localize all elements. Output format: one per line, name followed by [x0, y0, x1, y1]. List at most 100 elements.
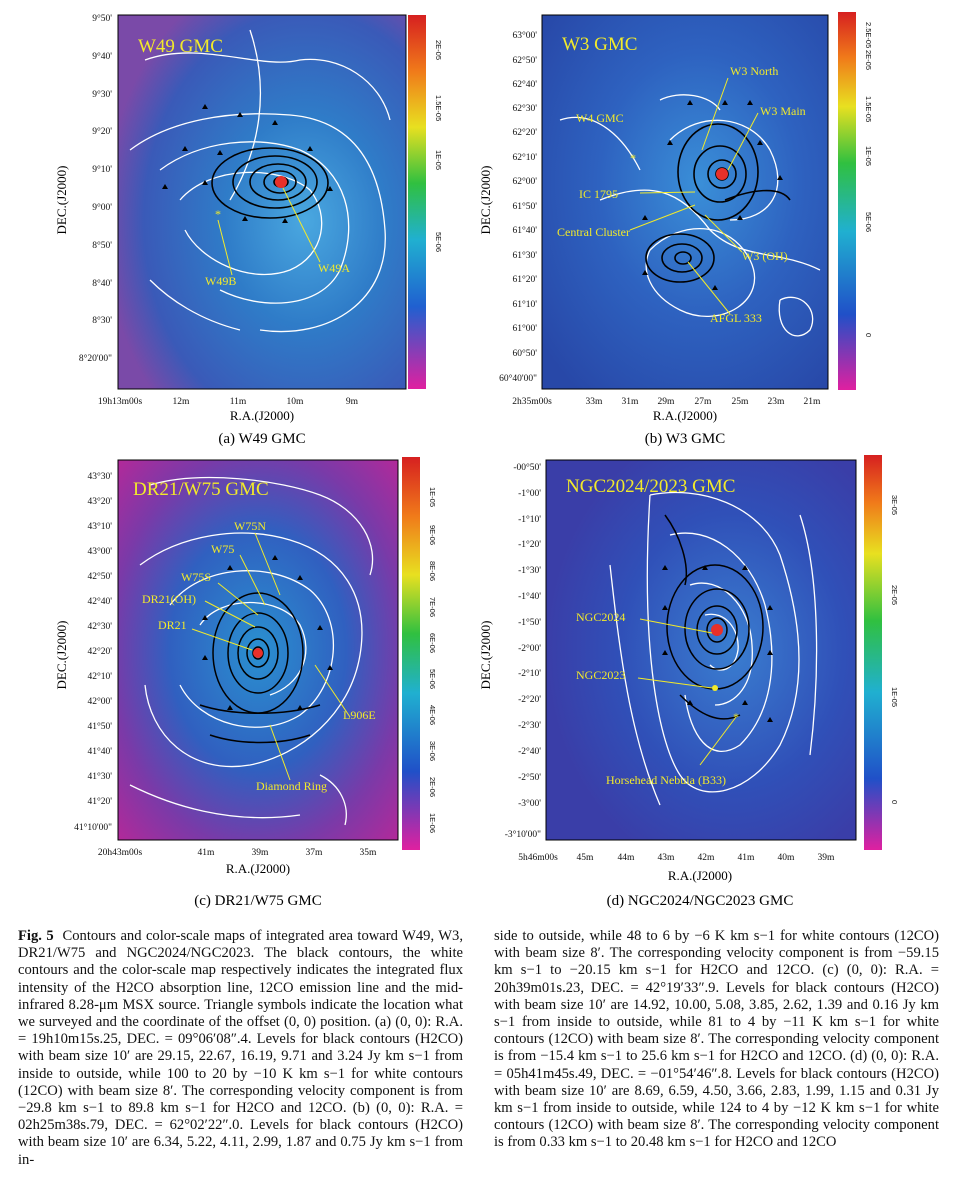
ytick: 9°00' [92, 202, 112, 213]
w49-colorbar-ticks: 2E-05 1.5E-05 1E-05 5E-06 [434, 40, 443, 252]
dr21-yticks: 43°30' 43°20' 43°10' 43°00' 42°50' 42°40… [74, 471, 112, 833]
ytick: -1°00' [518, 488, 541, 499]
ngc2023-source [712, 685, 718, 691]
annotation-w49b: W49B [205, 274, 236, 288]
cbar-tick: 2E-05 [890, 585, 899, 605]
dr21-colorbar [402, 457, 420, 850]
ytick: 42°50' [87, 571, 112, 582]
w49-colormap [118, 15, 406, 389]
ytick: 62°10' [512, 152, 537, 163]
ytick: 9°20' [92, 126, 112, 137]
panel-b-caption: (b) W3 GMC [645, 431, 726, 447]
w3-white-contours [559, 94, 821, 337]
w49b-pointer [217, 219, 233, 276]
ytick: 62°40' [512, 79, 537, 90]
ytick: 9°40' [92, 51, 112, 62]
xtick: 41m [198, 848, 216, 858]
xtick: 29m [658, 397, 676, 407]
annotation-central-cluster: Central Cluster [557, 225, 630, 239]
xtick: 43m [658, 853, 676, 863]
ytick: 41°10'00" [74, 822, 112, 833]
panel-dr21: DR21/W75 GMC W75N W75 W75S DR21(OH) DR21… [0, 455, 470, 909]
annotation-afgl333: AFGL 333 [710, 311, 762, 325]
ngc2024-colormap [546, 460, 856, 840]
ytick: 61°40' [512, 225, 537, 236]
dr21-xlabel: R.A.(J2000) [226, 861, 290, 876]
ytick: -3°00' [518, 798, 541, 809]
annotation-w3-main: W3 Main [760, 104, 806, 118]
ytick: 42°40' [87, 596, 112, 607]
w49-offset-star: * [215, 207, 221, 221]
cbar-tick: 0 [890, 800, 899, 804]
ngc2024-survey-triangles [662, 565, 773, 722]
ytick: -2°20' [518, 694, 541, 705]
dr21-colorbar-ticks: 1E-05 9E-06 8E-06 7E-06 6E-06 5E-06 4E-0… [428, 487, 437, 833]
w3-frame [541, 14, 829, 390]
ngc2024-colorbar-ticks: 3E-05 2E-05 1E-05 0 [890, 495, 899, 804]
ytick: 42°30' [87, 621, 112, 632]
annotation-l906e: L906E [343, 708, 376, 722]
cbar-tick: 5E-06 [428, 669, 437, 689]
w49-xlabel: R.A.(J2000) [230, 408, 294, 423]
annotation-w4-gmc: W4 GMC [576, 111, 624, 125]
ytick: -2°50' [518, 772, 541, 783]
dr21-xticks: 20h43m00s 41m 39m 37m 35m [98, 848, 377, 858]
annotation-w3-north: W3 North [730, 64, 778, 78]
annotation-w75: W75 [211, 542, 234, 556]
dr21-source [253, 648, 263, 658]
dr21-white-contours [129, 476, 374, 826]
annotation-ngc2023: NGC2023 [576, 668, 625, 682]
cbar-tick: 4E-06 [428, 705, 437, 725]
ngc2024-source [711, 624, 723, 636]
ngc2024-yticks: -00°50' -1°00' -1°10' -1°20' -1°30' -1°4… [505, 462, 542, 840]
ytick: -2°10' [518, 668, 541, 679]
w3-main-source [716, 168, 728, 180]
panel-w3: * W3 GMC W3 North W3 Main W4 GMC IC 1795… [480, 0, 950, 450]
ytick: 9°30' [92, 89, 112, 100]
ytick: 42°20' [87, 646, 112, 657]
ytick: -00°50' [513, 462, 541, 473]
ngc2024-colorbar [864, 455, 882, 850]
cbar-tick: 2E-05 [864, 50, 873, 70]
annotation-w75s: W75S [181, 570, 211, 584]
w49-frame [117, 14, 407, 390]
ytick: 42°00' [87, 696, 112, 707]
ytick: 62°20' [512, 127, 537, 138]
ytick: 43°30' [87, 471, 112, 482]
cbar-tick: 5E-06 [864, 212, 873, 232]
panel-d-title: NGC2024/2023 GMC [566, 476, 735, 497]
cbar-tick: 1E-05 [890, 687, 899, 707]
w49-survey-triangles [162, 104, 333, 223]
cbar-tick: 1E-06 [428, 813, 437, 833]
xtick: 2h35m00s [512, 397, 552, 407]
xtick: 40m [778, 853, 796, 863]
w3-colorbar-ticks: 2.5E-05 2E-05 1.5E-05 1E-05 5E-06 0 [864, 22, 873, 337]
panel-c-caption: (c) DR21/W75 GMC [194, 893, 322, 909]
ytick: -3°10'00" [505, 829, 541, 840]
ytick: 43°10' [87, 521, 112, 532]
xtick: 23m [768, 397, 786, 407]
ytick: 63°00' [512, 30, 537, 41]
xtick: 31m [622, 397, 640, 407]
w3-colorbar [838, 12, 856, 390]
w3-survey-triangles [642, 100, 783, 290]
cbar-tick: 5E-06 [434, 232, 443, 252]
w4-star: * [630, 151, 636, 165]
xtick: 33m [586, 397, 604, 407]
w49-yticks: 9°50' 9°40' 9°30' 9°20' 9°10' 9°00' 8°50… [79, 13, 112, 364]
ytick: 61°50' [512, 201, 537, 212]
ytick: 61°30' [512, 250, 537, 261]
annotation-diamond-ring: Diamond Ring [256, 779, 327, 793]
cbar-tick: 7E-06 [428, 597, 437, 617]
ytick: -1°50' [518, 617, 541, 628]
cbar-tick: 6E-06 [428, 633, 437, 653]
w49-ylabel: DEC.(J2000) [54, 166, 69, 235]
ytick: 42°10' [87, 671, 112, 682]
ytick: 41°50' [87, 721, 112, 732]
cbar-tick: 3E-06 [428, 741, 437, 761]
annotation-dr21: DR21 [158, 618, 187, 632]
dr21-black-contours [199, 592, 321, 744]
panel-c-title: DR21/W75 GMC [133, 479, 269, 500]
cbar-tick: 8E-06 [428, 561, 437, 581]
ngc2024-xticks: 5h46m00s 45m 44m 43m 42m 41m 40m 39m [518, 853, 835, 863]
